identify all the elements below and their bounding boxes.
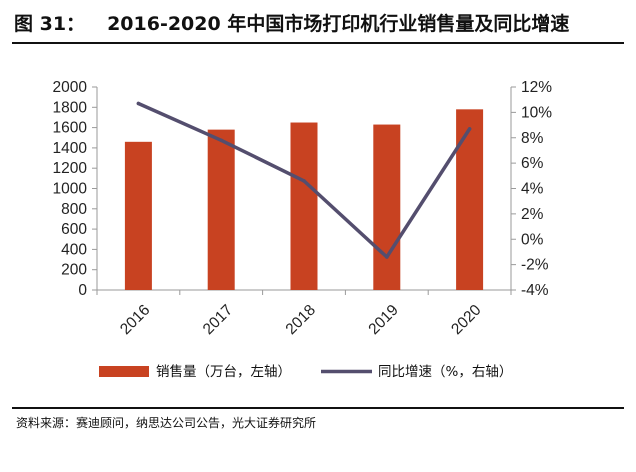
right-tick-label: 6% xyxy=(521,155,544,172)
left-tick-label: 600 xyxy=(61,221,87,238)
bars-layer xyxy=(124,109,484,291)
legend: 销售量（万台，左轴） 同比增速（%，右轴） xyxy=(99,364,512,380)
left-tick-label: 1600 xyxy=(53,120,88,137)
left-tick-label: 200 xyxy=(61,262,87,279)
source-note: 资料来源：赛迪顾问，纳思达公司公告，光大证券研究所 xyxy=(16,416,317,430)
title-underline xyxy=(12,42,624,44)
left-tick-label: 400 xyxy=(61,241,87,258)
right-tick-label: 8% xyxy=(521,130,544,147)
left-tick-label: 1200 xyxy=(53,160,88,177)
x-tick-label: 2020 xyxy=(448,301,485,338)
growth-rate-point xyxy=(467,127,472,131)
x-tick-label: 2018 xyxy=(283,302,319,338)
right-tick-label: -4% xyxy=(521,282,549,299)
x-tick-label: 2017 xyxy=(200,302,236,338)
growth-rate-point xyxy=(302,179,306,183)
figure-title: 图 31： 2016-2020 年中国市场打印机行业销售量及同比增速 xyxy=(14,9,569,36)
legend-swatch-sales xyxy=(99,366,149,377)
figure-title-text: 2016-2020 年中国市场打印机行业销售量及同比增速 xyxy=(107,13,570,35)
right-tick-label: 2% xyxy=(521,206,544,223)
left-tick-label: 2000 xyxy=(53,79,88,96)
x-tick-label: 2016 xyxy=(117,302,153,338)
right-tick-label: -2% xyxy=(521,257,549,274)
left-tick-label: 1400 xyxy=(53,140,88,157)
right-tick-label: 0% xyxy=(521,231,544,248)
left-tick-label: 1000 xyxy=(53,181,88,198)
growth-rate-point xyxy=(219,138,223,143)
left-tick-label: 0 xyxy=(78,282,87,299)
legend-label-sales: 销售量（万台，左轴） xyxy=(156,364,291,380)
figure-label: 图 31： xyxy=(14,13,86,35)
left-tick-label: 800 xyxy=(61,201,87,218)
x-tick-label: 2019 xyxy=(365,302,401,338)
left-tick-label: 1800 xyxy=(53,99,88,116)
growth-rate-point xyxy=(136,101,141,106)
right-tick-label: 12% xyxy=(521,79,552,96)
sales-bar xyxy=(290,122,318,291)
sales-bar xyxy=(124,141,152,290)
sales-bar xyxy=(207,129,235,290)
right-tick-label: 4% xyxy=(521,181,544,198)
line-layer xyxy=(136,101,472,259)
sales-bar xyxy=(456,109,484,290)
legend-label-growth: 同比增速（%，右轴） xyxy=(378,364,512,380)
right-tick-label: 10% xyxy=(521,104,552,121)
source-divider xyxy=(12,407,624,409)
growth-rate-point xyxy=(385,255,389,259)
sales-bar xyxy=(373,124,401,291)
